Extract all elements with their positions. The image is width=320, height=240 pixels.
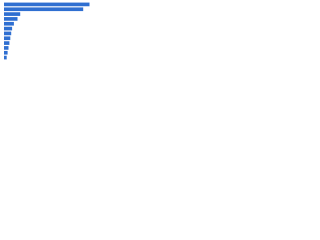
bar	[4, 21, 14, 26]
bar	[4, 31, 12, 36]
bar	[4, 26, 13, 31]
bar	[4, 55, 7, 60]
page: {"chart_data": {"type": "bar", "orientat…	[0, 0, 100, 71]
bar	[4, 2, 90, 7]
chart	[4, 2, 90, 60]
bar	[4, 7, 84, 12]
bar	[4, 17, 18, 21]
bar	[4, 12, 21, 16]
bar	[4, 41, 10, 45]
bar	[4, 50, 8, 55]
bar	[4, 46, 9, 50]
bar	[4, 36, 11, 41]
